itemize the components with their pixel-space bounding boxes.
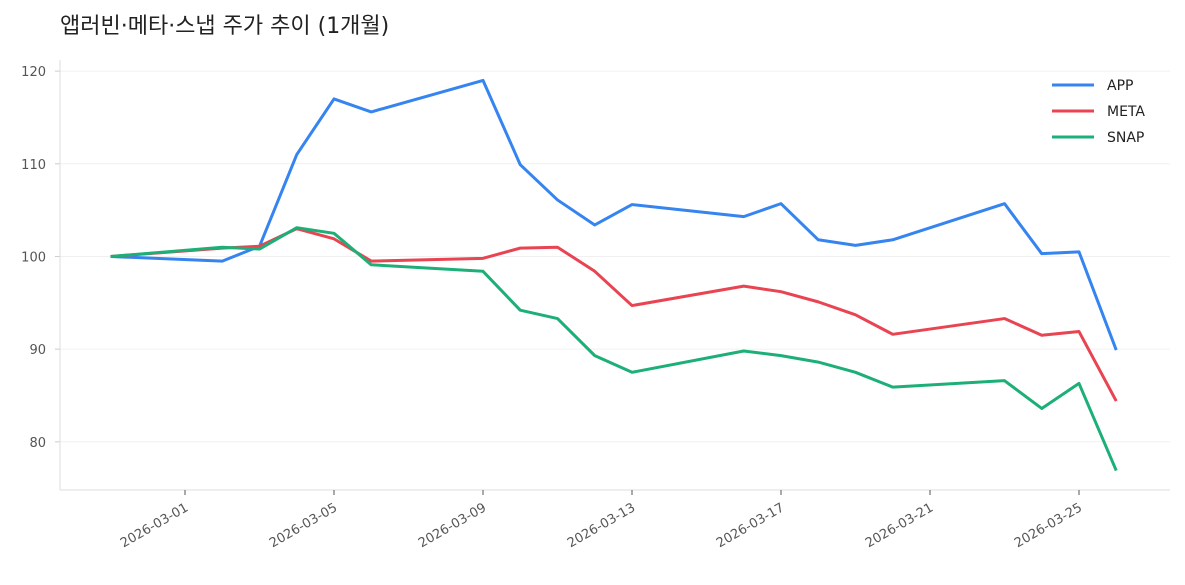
series-line-meta: [110, 227, 1118, 402]
x-tick-label: 2026-03-17: [714, 500, 787, 551]
chart-title: 앱러빈·메타·스냅 주가 추이 (1개월): [60, 14, 390, 39]
x-tick-label: 2026-03-05: [267, 500, 340, 551]
series-line-app: [110, 78, 1118, 351]
x-tick-label: 2026-03-01: [118, 500, 191, 551]
y-tick-label: 110: [21, 158, 46, 173]
y-tick-label: 80: [29, 436, 46, 451]
legend-label-snap: SNAP: [1107, 130, 1144, 146]
series-line-snap: [110, 226, 1118, 472]
y-tick-label: 120: [21, 65, 46, 80]
x-tick-label: 2026-03-13: [565, 500, 638, 551]
legend-label-meta: META: [1107, 104, 1145, 120]
y-tick-label: 90: [29, 343, 46, 358]
legend-label-app: APP: [1107, 78, 1133, 94]
x-tick-label: 2026-03-09: [416, 500, 489, 551]
y-tick-label: 100: [21, 250, 46, 265]
x-tick-label: 2026-03-25: [1012, 500, 1085, 551]
x-tick-label: 2026-03-21: [863, 500, 936, 551]
